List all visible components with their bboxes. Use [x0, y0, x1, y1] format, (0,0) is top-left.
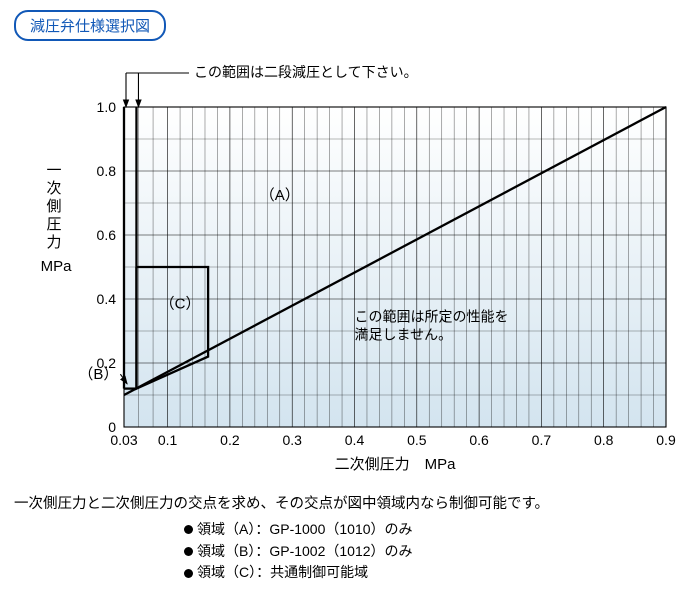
bullet-icon	[184, 547, 193, 556]
svg-text:0.7: 0.7	[532, 432, 552, 448]
svg-text:（A）: （A）	[260, 187, 300, 204]
svg-text:0.4: 0.4	[97, 291, 117, 307]
svg-text:二次側圧力 MPa: 二次側圧力 MPa	[335, 456, 457, 473]
pressure-chart: 0.030.10.20.30.40.50.60.70.80.900.20.40.…	[14, 47, 686, 482]
chart-container: 0.030.10.20.30.40.50.60.70.80.900.20.40.…	[14, 47, 686, 482]
svg-text:0.1: 0.1	[158, 432, 178, 448]
chart-description: 一次側圧力と二次側圧力の交点を求め、その交点が図中領域内なら制御可能です。	[14, 492, 686, 513]
svg-text:0.3: 0.3	[282, 432, 302, 448]
bullet-icon	[184, 569, 193, 578]
svg-text:（C）: （C）	[160, 296, 201, 313]
svg-text:1.0: 1.0	[97, 99, 117, 115]
svg-text:次: 次	[46, 180, 61, 197]
svg-text:0.6: 0.6	[469, 432, 489, 448]
bullet-icon	[184, 525, 193, 534]
svg-text:0.6: 0.6	[97, 227, 117, 243]
legend-text: 領域（B）：GP-1002（1012）のみ	[197, 541, 413, 563]
svg-text:0.4: 0.4	[345, 432, 365, 448]
svg-text:満足しません。: 満足しません。	[355, 326, 453, 342]
chart-title-badge: 減圧弁仕様選択図	[14, 10, 166, 41]
svg-text:MPa: MPa	[41, 258, 73, 275]
legend-item-b: 領域（B）：GP-1002（1012）のみ	[184, 541, 686, 563]
legend-item-c: 領域（C）：共通制御可能域	[184, 562, 686, 584]
svg-text:圧: 圧	[46, 216, 61, 233]
legend-text: 領域（C）：共通制御可能域	[197, 562, 368, 584]
svg-text:この範囲は二段減圧として下さい。: この範囲は二段減圧として下さい。	[194, 64, 418, 80]
legend-text: 領域（A）：GP-1000（1010）のみ	[197, 519, 413, 541]
svg-text:0.8: 0.8	[594, 432, 614, 448]
svg-text:0.5: 0.5	[407, 432, 427, 448]
svg-text:0: 0	[108, 419, 116, 435]
svg-text:力: 力	[46, 234, 61, 251]
svg-text:この範囲は所定の性能を: この範囲は所定の性能を	[355, 308, 509, 324]
svg-text:0.8: 0.8	[97, 163, 117, 179]
svg-text:側: 側	[46, 198, 61, 215]
legend: 領域（A）：GP-1000（1010）のみ 領域（B）：GP-1002（1012…	[184, 519, 686, 584]
svg-text:一: 一	[46, 162, 61, 179]
svg-text:（B）: （B）	[78, 366, 118, 383]
legend-item-a: 領域（A）：GP-1000（1010）のみ	[184, 519, 686, 541]
svg-text:0.9: 0.9	[656, 432, 676, 448]
svg-text:0.2: 0.2	[220, 432, 240, 448]
